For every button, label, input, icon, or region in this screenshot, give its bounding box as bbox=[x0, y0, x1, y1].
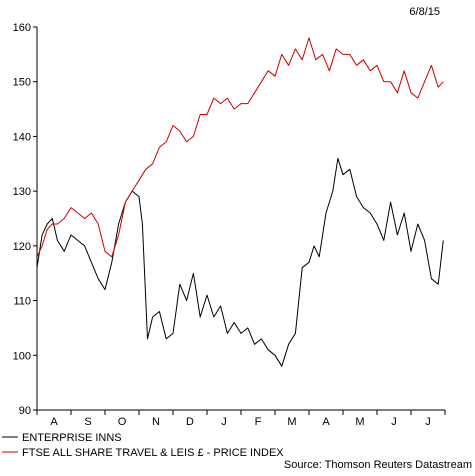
x-tick-label: M bbox=[355, 416, 364, 428]
y-tick-label: 140 bbox=[13, 131, 31, 143]
source-note: Source: Thomson Reuters Datastream bbox=[284, 459, 472, 471]
series-line-2 bbox=[36, 37, 444, 258]
x-tick-label: A bbox=[50, 416, 58, 428]
x-tick-label: A bbox=[322, 416, 330, 428]
y-tick-label: 100 bbox=[13, 350, 31, 362]
y-tick-label: 120 bbox=[13, 241, 31, 253]
x-tick-label: D bbox=[186, 416, 194, 428]
date-stamp: 6/8/15 bbox=[409, 6, 440, 18]
series-lines bbox=[36, 37, 444, 367]
legend-label: FTSE ALL SHARE TRAVEL & LEIS £ - PRICE I… bbox=[22, 447, 284, 459]
axes: 90 100 110 120 130 140 150 160 A S O N D J F M A M J J bbox=[13, 22, 446, 428]
y-tick-label: 160 bbox=[13, 22, 31, 34]
legend-label: ENTERPRISE INNS bbox=[22, 432, 122, 444]
x-tick-label: S bbox=[84, 416, 91, 428]
y-tick-label: 130 bbox=[13, 186, 31, 198]
x-tick-label: J bbox=[221, 416, 227, 428]
legend: ENTERPRISE INNS FTSE ALL SHARE TRAVEL & L… bbox=[2, 432, 284, 459]
x-tick-label: F bbox=[255, 416, 262, 428]
y-tick-label: 150 bbox=[13, 77, 31, 89]
series-line-1 bbox=[36, 157, 444, 367]
y-tick-label: 110 bbox=[13, 296, 31, 308]
x-tick-label: N bbox=[152, 416, 160, 428]
x-tick-label: J bbox=[425, 416, 431, 428]
x-tick-label: M bbox=[287, 416, 296, 428]
x-tick-label: O bbox=[118, 416, 127, 428]
y-tick-label: 90 bbox=[19, 405, 31, 417]
x-tick-label: J bbox=[391, 416, 397, 428]
